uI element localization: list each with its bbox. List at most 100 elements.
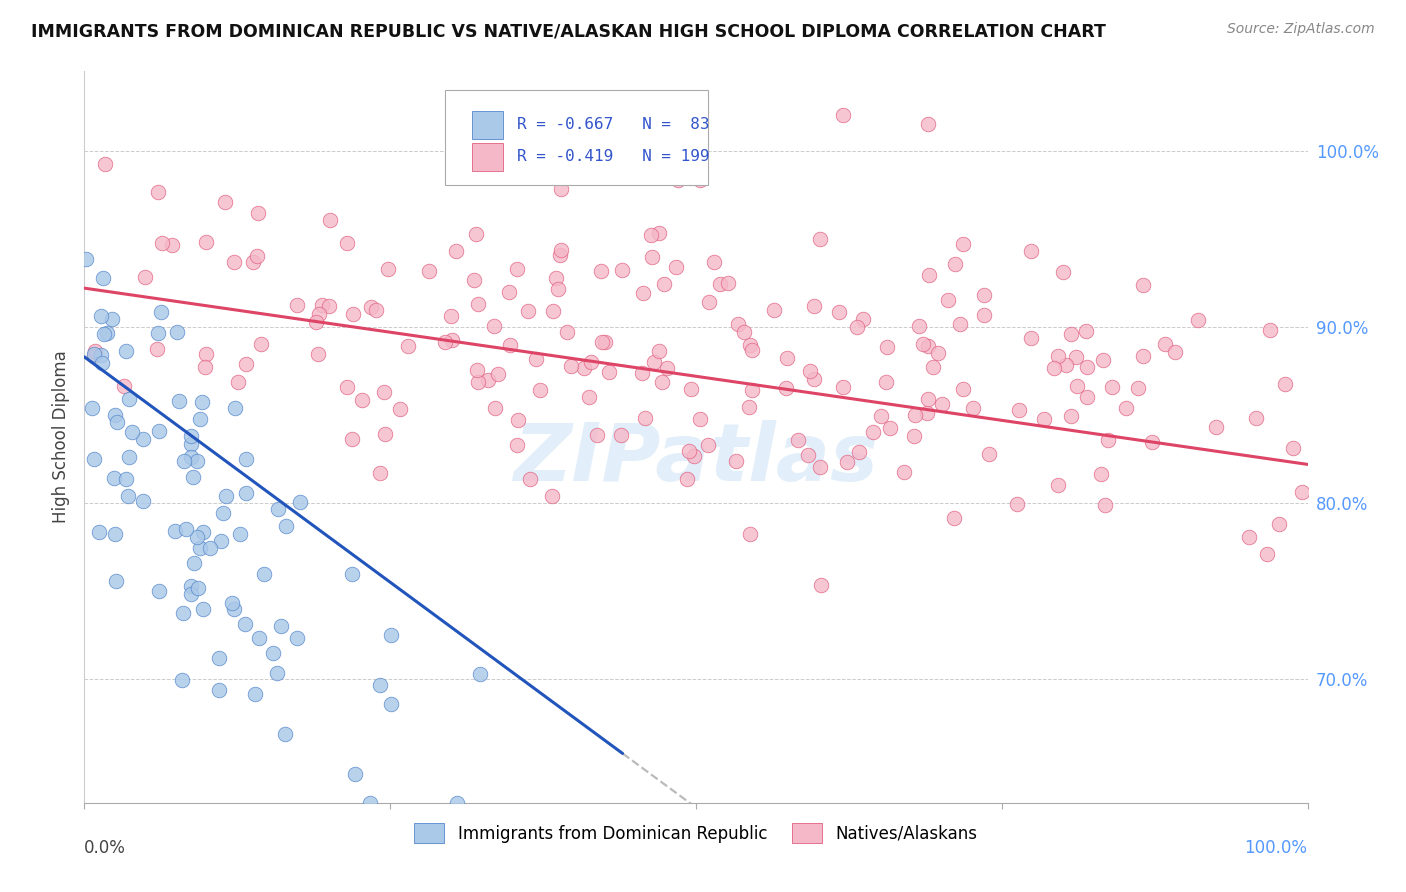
Point: [943, 511, 966, 525]
Point: [1260, 323, 1282, 337]
Point: [1005, 497, 1028, 511]
Point: [233, 616, 256, 631]
Point: [253, 567, 276, 582]
Point: [876, 340, 898, 354]
Point: [915, 406, 938, 420]
Point: [215, 489, 238, 503]
Point: [262, 646, 284, 660]
Point: [1019, 331, 1042, 345]
Point: [148, 185, 170, 199]
Point: [668, 173, 690, 187]
Point: [359, 796, 381, 810]
Point: [249, 337, 271, 351]
Point: [105, 415, 128, 429]
Point: [211, 506, 233, 520]
Point: [245, 687, 267, 701]
Point: [83, 452, 105, 467]
Point: [949, 317, 972, 331]
Point: [482, 318, 505, 333]
Text: ZIPatlas: ZIPatlas: [513, 420, 879, 498]
Point: [83, 347, 105, 361]
Point: [1282, 441, 1305, 455]
Point: [368, 678, 391, 692]
Point: [709, 277, 731, 291]
Point: [222, 255, 245, 269]
Point: [90, 309, 112, 323]
Point: [541, 304, 564, 318]
Point: [952, 237, 974, 252]
Point: [336, 235, 359, 250]
Point: [118, 392, 141, 406]
Point: [1019, 244, 1042, 258]
Point: [544, 271, 567, 285]
Point: [848, 445, 870, 459]
Point: [224, 401, 246, 416]
Point: [190, 394, 212, 409]
Point: [803, 372, 825, 386]
Point: [741, 343, 763, 357]
Point: [96, 326, 118, 341]
Point: [540, 489, 562, 503]
Point: [727, 317, 749, 331]
Point: [655, 361, 678, 376]
Point: [285, 632, 308, 646]
Point: [467, 296, 489, 310]
Point: [516, 304, 538, 318]
Point: [180, 579, 202, 593]
Point: [524, 352, 547, 367]
Point: [307, 347, 329, 361]
Point: [187, 582, 209, 596]
Point: [612, 263, 634, 277]
Point: [862, 425, 884, 440]
Point: [1274, 377, 1296, 392]
Point: [441, 333, 464, 347]
Point: [464, 227, 486, 242]
Point: [160, 238, 183, 252]
Point: [104, 408, 127, 422]
Point: [276, 519, 298, 533]
Point: [214, 194, 236, 209]
Point: [121, 425, 143, 439]
Point: [547, 282, 569, 296]
Point: [174, 522, 197, 536]
Point: [305, 315, 328, 329]
Point: [973, 288, 995, 302]
Y-axis label: High School Diploma: High School Diploma: [52, 351, 70, 524]
Point: [93, 327, 115, 342]
Point: [84, 344, 107, 359]
Point: [1291, 485, 1313, 500]
Point: [91, 271, 114, 285]
Point: [118, 450, 141, 465]
Point: [222, 601, 245, 615]
Point: [977, 447, 1000, 461]
Point: [1132, 277, 1154, 292]
Point: [550, 182, 572, 196]
Point: [555, 325, 578, 339]
Point: [835, 455, 858, 469]
Point: [591, 334, 613, 349]
Point: [631, 286, 654, 301]
Point: [652, 277, 675, 291]
Point: [738, 527, 761, 541]
Point: [846, 320, 869, 334]
Point: [1043, 361, 1066, 376]
Point: [922, 360, 945, 375]
Point: [148, 424, 170, 438]
Point: [589, 264, 612, 278]
Point: [1115, 401, 1137, 416]
Point: [803, 299, 825, 313]
Point: [1101, 380, 1123, 394]
Point: [446, 796, 468, 810]
Point: [434, 334, 457, 349]
Legend: Immigrants from Dominican Republic, Natives/Alaskans: Immigrants from Dominican Republic, Nati…: [408, 817, 984, 849]
Point: [740, 338, 762, 352]
Point: [181, 470, 204, 484]
Point: [191, 524, 214, 539]
Point: [762, 303, 785, 318]
Point: [787, 434, 810, 448]
Point: [468, 667, 491, 681]
Point: [775, 381, 797, 395]
Point: [270, 619, 292, 633]
Point: [486, 367, 509, 381]
Point: [893, 465, 915, 479]
